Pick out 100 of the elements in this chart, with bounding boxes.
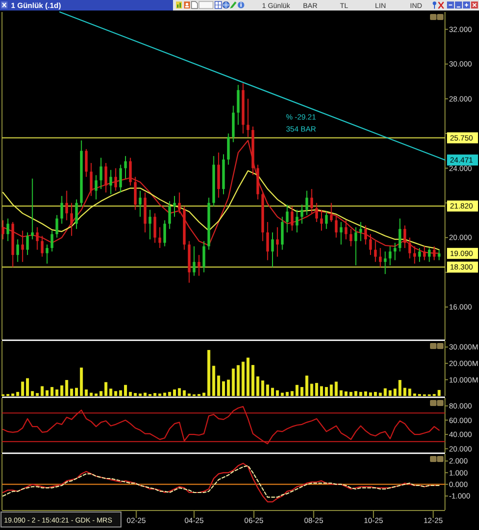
candlestick (168, 200, 171, 230)
candlestick (138, 190, 142, 218)
candlestick (364, 224, 367, 246)
candlestick (16, 238, 20, 262)
bar (100, 391, 102, 396)
candlestick (320, 209, 323, 232)
candlestick (236, 84, 240, 126)
candlestick (148, 209, 152, 240)
bar (266, 384, 270, 396)
candlestick (350, 228, 352, 247)
candlestick (280, 216, 284, 250)
candlestick (104, 162, 108, 193)
candlestick (330, 202, 333, 222)
bar (168, 392, 172, 396)
candlestick (56, 214, 58, 238)
candlestick (340, 221, 342, 246)
bar (364, 391, 368, 396)
line-series (2, 170, 440, 250)
candlestick (378, 248, 382, 268)
candlestick (266, 221, 269, 261)
candlestick (124, 156, 127, 180)
bar (75, 388, 78, 396)
bar (70, 388, 74, 396)
bar (438, 390, 441, 396)
bar (173, 389, 176, 396)
bar (320, 386, 323, 396)
candlestick (290, 206, 294, 232)
candlestick (134, 176, 137, 210)
candlestick (202, 240, 206, 273)
bar (398, 380, 402, 396)
bar (30, 391, 34, 396)
bar (344, 391, 348, 396)
candlestick (60, 195, 64, 224)
bar (349, 392, 352, 396)
candlestick (154, 212, 156, 244)
bar (119, 390, 122, 396)
candlestick (173, 195, 176, 218)
bar (217, 376, 220, 396)
bar (26, 378, 29, 396)
bar (374, 392, 377, 396)
bar (124, 384, 127, 396)
candlestick (384, 250, 387, 275)
bar (46, 390, 49, 396)
candlestick (227, 132, 230, 166)
candlestick (158, 226, 162, 249)
bar (340, 390, 343, 396)
candlestick (398, 218, 402, 252)
candlestick (271, 232, 274, 268)
bar (153, 393, 156, 396)
bar (128, 392, 132, 396)
bar (222, 381, 225, 396)
candlestick (296, 209, 298, 233)
candlestick (109, 169, 112, 195)
bar (290, 391, 294, 396)
candlestick (192, 246, 196, 276)
bar (315, 382, 318, 396)
candlestick (114, 168, 118, 192)
candlestick (65, 190, 68, 221)
bar (271, 388, 274, 396)
candlestick (359, 221, 362, 242)
candlestick (315, 202, 318, 222)
bar (246, 358, 250, 396)
candlestick (129, 157, 132, 186)
candlestick (90, 162, 93, 196)
bar (178, 388, 181, 396)
candlestick (100, 157, 102, 190)
bar (50, 387, 54, 396)
candlestick (70, 202, 73, 236)
candlestick (246, 98, 250, 138)
candlestick (394, 242, 396, 261)
candlestick (388, 246, 392, 266)
bar (144, 392, 147, 396)
bar (324, 387, 328, 396)
bar (202, 392, 206, 396)
line-series (2, 406, 440, 444)
bar (104, 382, 108, 396)
candlestick (178, 192, 181, 214)
candlestick (403, 224, 406, 249)
candlestick (344, 220, 348, 240)
candlestick (300, 204, 304, 224)
candlestick (75, 198, 78, 230)
candlestick (94, 174, 98, 200)
candlestick (305, 190, 308, 216)
bar (226, 380, 230, 396)
candlestick (119, 164, 122, 193)
candlestick (334, 214, 338, 238)
bar (80, 368, 83, 396)
candlestick (276, 226, 279, 258)
candlestick (46, 244, 48, 264)
candlestick (286, 204, 289, 233)
candlestick (354, 226, 358, 266)
candlestick (26, 232, 29, 256)
bar (394, 388, 396, 396)
bar (242, 362, 245, 396)
candlestick (84, 148, 88, 178)
bar (296, 384, 298, 396)
bar (369, 392, 372, 396)
bar (55, 389, 58, 396)
candlestick (50, 230, 54, 252)
bar (21, 382, 24, 396)
